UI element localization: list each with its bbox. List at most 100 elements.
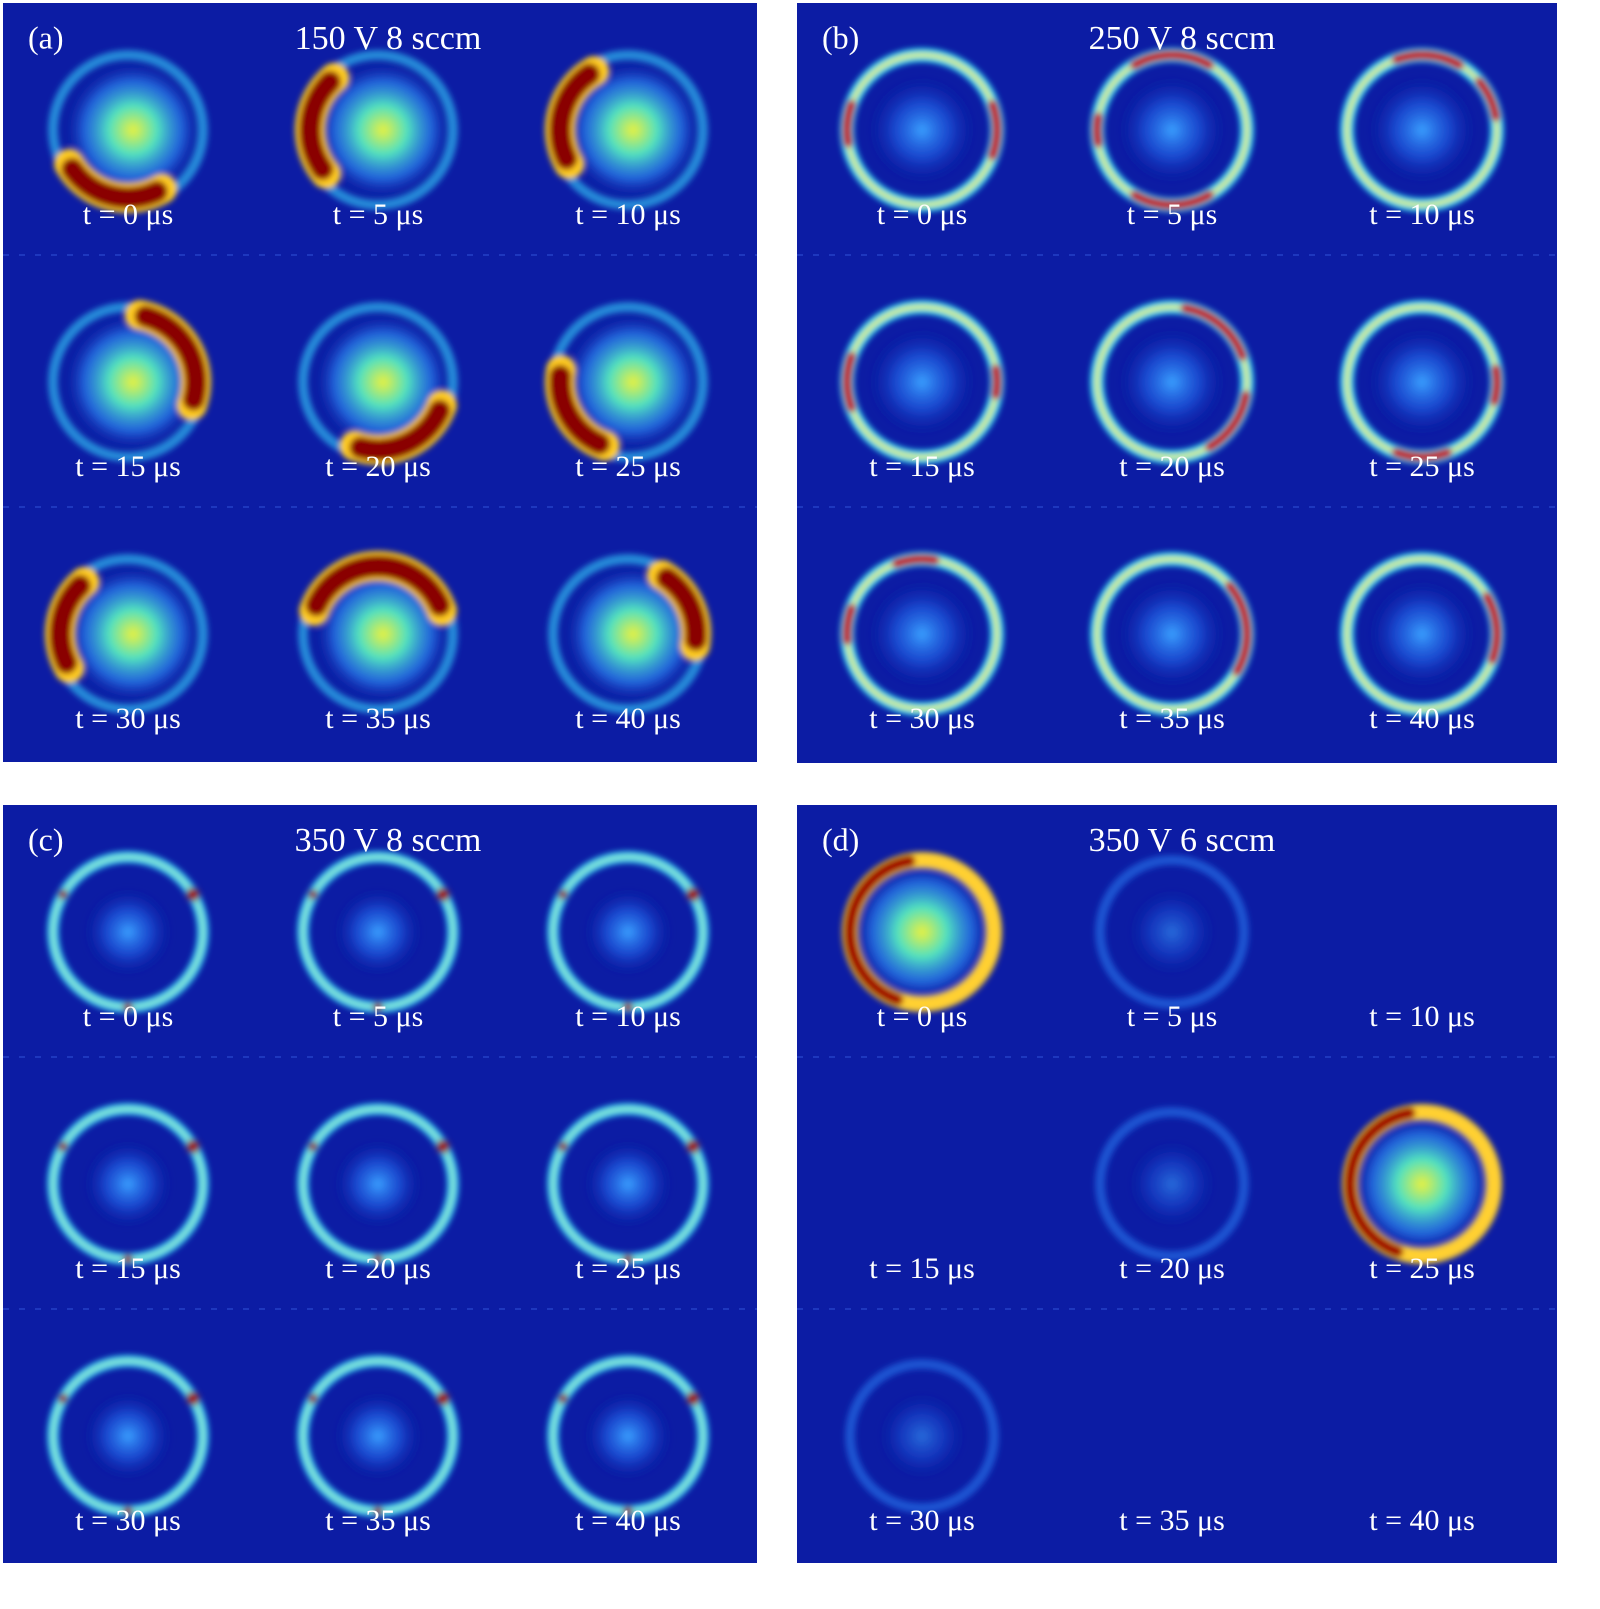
center-glow bbox=[63, 60, 203, 200]
frame-image bbox=[47, 1355, 209, 1517]
frame-image bbox=[1090, 552, 1254, 716]
frame-image bbox=[297, 851, 459, 1013]
time-label: t = 10 μs bbox=[575, 1000, 681, 1033]
center-glow bbox=[333, 1391, 423, 1481]
panel-label: (b) bbox=[822, 19, 859, 55]
hot-arc bbox=[842, 99, 857, 148]
time-label: t = 40 μs bbox=[575, 702, 681, 735]
crescent-core bbox=[305, 555, 451, 617]
hot-arc bbox=[1130, 50, 1214, 70]
hot-spot bbox=[436, 1392, 449, 1405]
center-glow bbox=[313, 312, 453, 452]
frame-image bbox=[1095, 1107, 1249, 1261]
frame-image bbox=[48, 300, 211, 462]
crescent-core bbox=[549, 365, 611, 455]
time-label: t = 20 μs bbox=[325, 450, 431, 483]
crescent-core bbox=[656, 567, 707, 651]
time-label: t = 5 μs bbox=[333, 1000, 424, 1033]
center-glow bbox=[1117, 327, 1227, 437]
frame-image bbox=[547, 851, 709, 1013]
hot-arc bbox=[1482, 592, 1502, 665]
crescent-core bbox=[61, 158, 168, 209]
hot-spot bbox=[559, 1394, 568, 1403]
crescent-core bbox=[549, 63, 600, 170]
time-label: t = 30 μs bbox=[869, 702, 975, 735]
ring-core bbox=[1095, 305, 1249, 459]
frame-image bbox=[840, 48, 1004, 212]
hot-spot bbox=[436, 1140, 449, 1153]
center-glow bbox=[563, 60, 703, 200]
frame-image bbox=[547, 1355, 709, 1517]
time-label: t = 35 μs bbox=[325, 1504, 431, 1537]
time-label: t = 15 μs bbox=[75, 450, 181, 483]
time-label: t = 10 μs bbox=[575, 198, 681, 231]
frame-image bbox=[1095, 855, 1249, 1009]
hot-spot bbox=[436, 888, 449, 901]
center-glow bbox=[583, 887, 673, 977]
center-glow bbox=[333, 887, 423, 977]
hot-spot bbox=[374, 1255, 382, 1263]
time-label: t = 15 μs bbox=[869, 450, 975, 483]
hot-arc bbox=[842, 351, 857, 413]
crescent-core bbox=[299, 70, 341, 181]
time-label: t = 20 μs bbox=[1119, 450, 1225, 483]
hot-spot bbox=[59, 1394, 68, 1403]
time-label: t = 5 μs bbox=[333, 198, 424, 231]
center-glow bbox=[1117, 579, 1227, 689]
time-label: t = 5 μs bbox=[1127, 1000, 1218, 1033]
frame-image bbox=[298, 551, 458, 714]
center-glow bbox=[867, 327, 977, 437]
frame-image bbox=[297, 1103, 459, 1265]
hot-spot bbox=[309, 1142, 318, 1151]
time-label: t = 10 μs bbox=[1369, 1000, 1475, 1033]
panel-label: (c) bbox=[28, 821, 64, 857]
center-glow bbox=[1127, 1139, 1217, 1229]
panel-title: 350 V 8 sccm bbox=[295, 822, 482, 859]
hot-spot bbox=[686, 1392, 699, 1405]
center-glow bbox=[313, 60, 453, 200]
hot-arc bbox=[844, 855, 916, 1006]
center-glow bbox=[1350, 1112, 1494, 1256]
hot-spot bbox=[124, 1255, 132, 1263]
hot-arc bbox=[1224, 581, 1252, 676]
frame-image bbox=[545, 302, 708, 462]
time-label: t = 0 μs bbox=[877, 1000, 968, 1033]
hot-spot bbox=[559, 1142, 568, 1151]
center-glow bbox=[1367, 327, 1477, 437]
center-glow bbox=[1367, 75, 1477, 185]
frame-image bbox=[1340, 552, 1504, 716]
time-label: t = 0 μs bbox=[83, 198, 174, 231]
center-glow bbox=[850, 860, 994, 1004]
center-glow bbox=[867, 579, 977, 689]
frame-image bbox=[547, 1103, 709, 1265]
time-label: t = 0 μs bbox=[83, 1000, 174, 1033]
frame-image bbox=[295, 50, 458, 210]
panel: t = 0 μs t = 5 μs t = 10 μs t = 15 μs t = 20… bbox=[797, 805, 1557, 1563]
hot-spot bbox=[686, 1140, 699, 1153]
hot-spot bbox=[59, 890, 68, 899]
frame-image bbox=[545, 50, 708, 210]
hot-arc bbox=[1205, 390, 1251, 452]
time-label: t = 40 μs bbox=[1369, 1504, 1475, 1537]
center-glow bbox=[83, 1391, 173, 1481]
ring bbox=[1095, 855, 1249, 1009]
hot-spot bbox=[186, 1392, 199, 1405]
center-glow bbox=[1367, 579, 1477, 689]
frame-image bbox=[840, 552, 1004, 716]
hot-spot bbox=[309, 1394, 318, 1403]
time-label: t = 20 μs bbox=[1119, 1252, 1225, 1285]
hot-arc bbox=[1489, 364, 1502, 406]
center-glow bbox=[1127, 887, 1217, 977]
time-label: t = 40 μs bbox=[575, 1504, 681, 1537]
time-label: t = 35 μs bbox=[1119, 1504, 1225, 1537]
hot-spot bbox=[124, 1507, 132, 1515]
frame-image bbox=[1342, 1104, 1502, 1264]
crescent-core bbox=[134, 305, 207, 411]
hot-spot bbox=[624, 1003, 632, 1011]
hot-arc bbox=[991, 364, 1002, 400]
frame-image bbox=[1090, 48, 1254, 212]
time-label: t = 35 μs bbox=[325, 702, 431, 735]
frame-image bbox=[548, 554, 711, 714]
time-label: t = 10 μs bbox=[1369, 198, 1475, 231]
center-glow bbox=[83, 887, 173, 977]
